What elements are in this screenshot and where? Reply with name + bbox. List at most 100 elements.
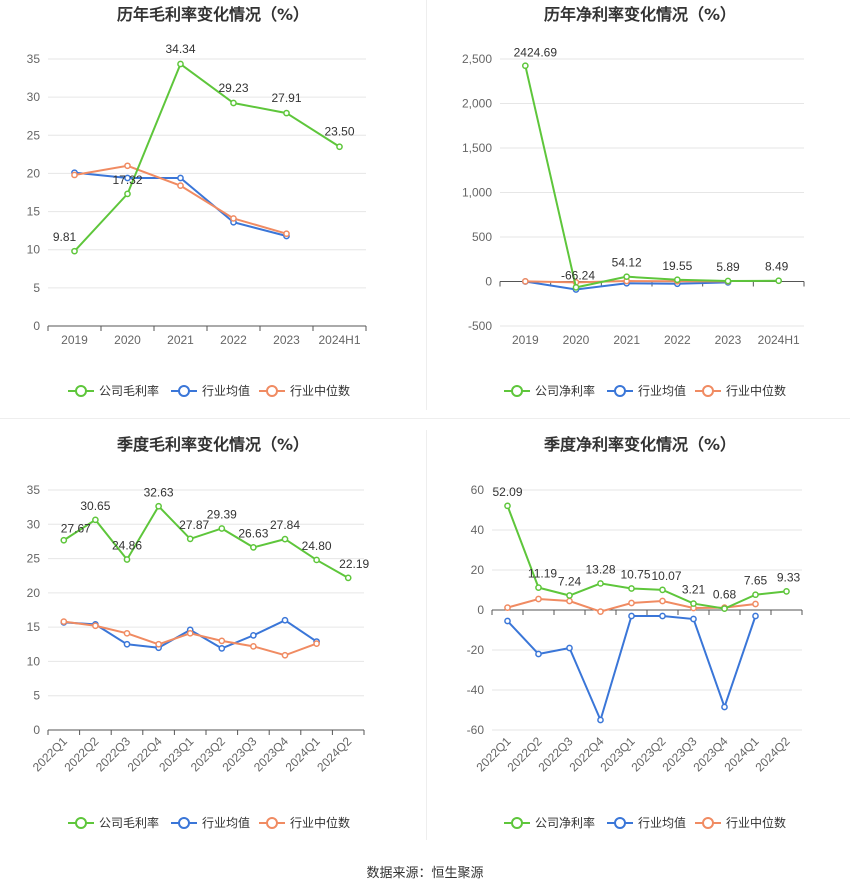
data-point-median bbox=[92, 622, 99, 630]
chart-panel-1: 历年毛利率变化情况（%） 0 5 10 15 20 25 30 35 2019 2020 2021 20… bbox=[27, 5, 367, 398]
data-point-company bbox=[155, 502, 162, 510]
data-point-avg bbox=[659, 612, 666, 620]
y-tick-label: 20 bbox=[27, 586, 41, 600]
y-tick-label: -500 bbox=[468, 319, 492, 333]
data-point-company bbox=[281, 535, 289, 543]
data-label: 7.24 bbox=[558, 575, 582, 589]
data-label: 2424.69 bbox=[514, 46, 558, 60]
x-tick-label: 2021 bbox=[167, 333, 194, 347]
data-point-avg bbox=[124, 174, 131, 182]
x-tick-label: 2024Q2 bbox=[753, 734, 793, 774]
y-tick-label: 60 bbox=[471, 483, 485, 497]
data-point-median bbox=[250, 642, 257, 650]
data-point-company bbox=[721, 605, 728, 612]
data-label: 27.84 bbox=[270, 518, 300, 532]
x-tick-label: 2022 bbox=[220, 333, 247, 347]
y-tick-label: 1,000 bbox=[462, 186, 492, 200]
data-point-company bbox=[572, 284, 580, 291]
y-tick-label: -40 bbox=[467, 683, 485, 697]
data-point-avg bbox=[721, 703, 728, 711]
y-tick-label: 10 bbox=[27, 243, 41, 257]
data-point-company bbox=[628, 585, 635, 592]
y-tick-label: -20 bbox=[467, 643, 485, 657]
data-point-company bbox=[597, 580, 604, 587]
chart-title: 历年毛利率变化情况（%） bbox=[117, 5, 309, 24]
data-point-company bbox=[60, 536, 68, 544]
data-point-company bbox=[673, 276, 681, 284]
data-point-avg bbox=[690, 615, 697, 623]
data-label: 19.55 bbox=[662, 259, 692, 273]
x-tick-label: 2023 bbox=[715, 333, 742, 347]
data-label: 32.63 bbox=[144, 485, 174, 499]
data-label: 22.19 bbox=[339, 557, 369, 571]
data-label: 29.39 bbox=[207, 507, 237, 521]
y-tick-label: 35 bbox=[27, 483, 41, 497]
data-point-avg bbox=[535, 650, 542, 658]
data-point-median bbox=[281, 651, 289, 659]
data-point-median bbox=[230, 215, 237, 222]
data-point-company bbox=[521, 62, 529, 70]
data-label: 27.87 bbox=[179, 518, 209, 532]
x-tick-label: 2024H1 bbox=[318, 333, 360, 347]
legend-marker-avg bbox=[614, 817, 626, 829]
data-label: 9.33 bbox=[777, 570, 801, 584]
data-point-avg bbox=[218, 645, 226, 652]
y-tick-label: 35 bbox=[27, 52, 41, 66]
legend-label-company: 公司毛利率 bbox=[99, 383, 159, 398]
data-point-avg bbox=[628, 612, 635, 620]
vertical-divider-bottom bbox=[426, 430, 427, 840]
legend-label-median: 行业中位数 bbox=[726, 815, 786, 830]
data-label: 23.50 bbox=[324, 125, 354, 139]
y-tick-label: 500 bbox=[472, 230, 492, 244]
data-point-company bbox=[659, 586, 666, 594]
vertical-divider-top bbox=[426, 0, 427, 410]
data-label: 34.34 bbox=[165, 42, 195, 56]
data-point-avg bbox=[504, 617, 511, 625]
series-line-avg bbox=[74, 171, 287, 237]
legend-label-median: 行业中位数 bbox=[290, 383, 350, 398]
legend-marker-company bbox=[511, 817, 523, 829]
data-point-median bbox=[283, 230, 290, 238]
data-label: 24.86 bbox=[112, 539, 142, 553]
y-tick-label: 25 bbox=[27, 552, 41, 566]
y-tick-label: 15 bbox=[27, 620, 41, 634]
data-point-company bbox=[250, 544, 257, 551]
x-tick-label: 2019 bbox=[512, 333, 539, 347]
data-point-median bbox=[313, 640, 320, 647]
legend-label-company: 公司净利率 bbox=[535, 815, 595, 830]
series-line-avg bbox=[506, 615, 757, 723]
data-point-company bbox=[177, 60, 184, 68]
series-line-company bbox=[506, 505, 787, 610]
data-point-median bbox=[123, 629, 131, 637]
data-point-company bbox=[218, 525, 226, 532]
data-label: 27.91 bbox=[271, 91, 301, 105]
data-source-label: 数据来源：恒生聚源 bbox=[366, 866, 484, 881]
y-tick-label: 0 bbox=[33, 319, 40, 333]
data-point-median bbox=[521, 277, 529, 285]
data-point-median bbox=[659, 597, 666, 605]
legend-marker-median bbox=[266, 385, 278, 397]
horizontal-divider bbox=[0, 418, 850, 419]
data-point-avg bbox=[177, 174, 184, 182]
y-tick-label: 10 bbox=[27, 654, 41, 668]
series-line-company bbox=[524, 65, 779, 289]
data-label: 17.32 bbox=[112, 173, 142, 187]
y-tick-label: 0 bbox=[477, 603, 484, 617]
data-point-company bbox=[504, 502, 511, 510]
legend-marker-median bbox=[702, 385, 714, 397]
legend-label-company: 公司净利率 bbox=[535, 383, 595, 398]
data-label: 29.23 bbox=[218, 81, 248, 95]
y-tick-label: 30 bbox=[27, 517, 41, 531]
data-point-company bbox=[283, 109, 290, 117]
data-label: 26.63 bbox=[238, 526, 268, 540]
data-point-median bbox=[752, 600, 759, 608]
legend-label-avg: 行业均值 bbox=[638, 383, 686, 398]
data-point-company bbox=[230, 99, 237, 107]
data-label: 0.68 bbox=[713, 588, 737, 602]
data-point-company bbox=[775, 277, 783, 285]
legend-label-avg: 行业均值 bbox=[638, 815, 686, 830]
y-tick-label: 0 bbox=[33, 723, 40, 737]
data-label: 10.07 bbox=[651, 569, 681, 583]
data-point-median bbox=[566, 597, 573, 605]
